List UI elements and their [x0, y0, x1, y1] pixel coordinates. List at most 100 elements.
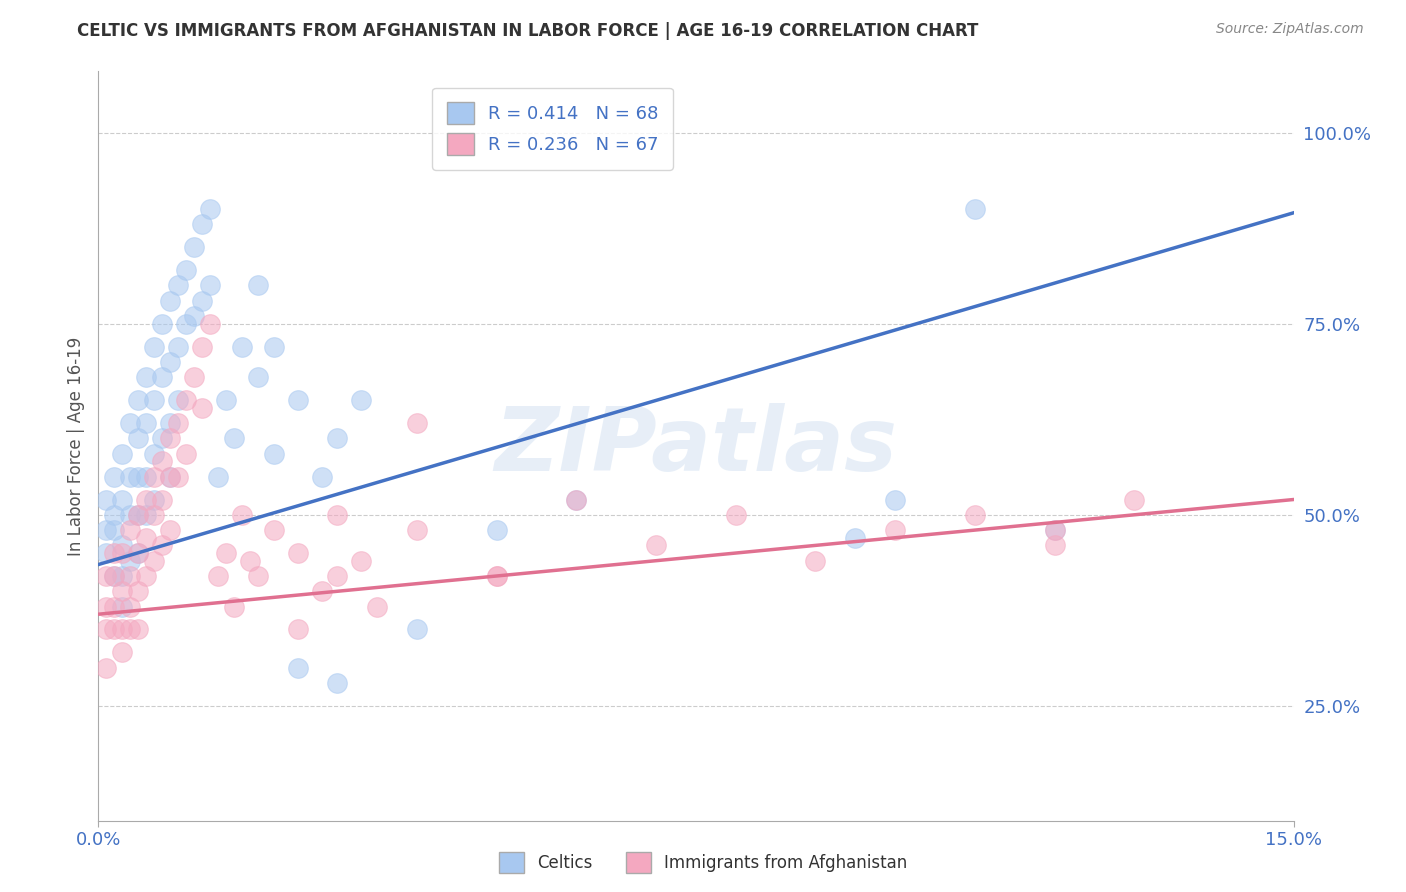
Point: [103, 508, 125, 522]
Point: [263, 523, 285, 537]
Point: [963, 202, 986, 216]
Point: [96, 492, 118, 507]
Point: [159, 293, 181, 308]
Point: [143, 340, 166, 354]
Point: [198, 278, 221, 293]
Point: [159, 355, 181, 369]
Point: [159, 469, 181, 483]
Point: [406, 623, 429, 637]
Point: [231, 508, 253, 522]
Point: [884, 492, 907, 507]
Point: [366, 599, 388, 614]
Point: [111, 447, 134, 461]
Point: [565, 492, 588, 507]
Point: [143, 508, 166, 522]
Point: [167, 278, 190, 293]
Point: [111, 546, 134, 560]
Point: [127, 546, 149, 560]
Point: [311, 469, 333, 483]
Point: [167, 469, 190, 483]
Point: [96, 623, 118, 637]
Point: [215, 546, 238, 560]
Point: [239, 554, 262, 568]
Point: [150, 317, 173, 331]
Point: [103, 599, 125, 614]
Point: [884, 523, 907, 537]
Point: [127, 546, 149, 560]
Point: [111, 492, 134, 507]
Point: [143, 469, 166, 483]
Point: [645, 538, 668, 552]
Point: [135, 370, 157, 384]
Point: [135, 469, 157, 483]
Point: [120, 569, 142, 583]
Point: [174, 317, 197, 331]
Y-axis label: In Labor Force | Age 16-19: In Labor Force | Age 16-19: [66, 336, 84, 556]
Point: [96, 523, 118, 537]
Legend: Celtics, Immigrants from Afghanistan: Celtics, Immigrants from Afghanistan: [492, 846, 914, 880]
Point: [127, 623, 149, 637]
Point: [191, 401, 214, 415]
Point: [120, 554, 142, 568]
Point: [111, 645, 134, 659]
Point: [1043, 538, 1066, 552]
Point: [127, 469, 149, 483]
Point: [963, 508, 986, 522]
Point: [485, 569, 508, 583]
Point: [183, 240, 205, 254]
Point: [198, 317, 221, 331]
Point: [111, 623, 134, 637]
Point: [246, 370, 269, 384]
Point: [159, 431, 181, 445]
Point: [127, 508, 149, 522]
Point: [326, 508, 349, 522]
Point: [198, 202, 221, 216]
Point: [287, 623, 309, 637]
Point: [167, 340, 190, 354]
Point: [207, 569, 229, 583]
Point: [1043, 523, 1066, 537]
Point: [287, 393, 309, 408]
Point: [120, 416, 142, 430]
Point: [191, 217, 214, 231]
Point: [565, 492, 588, 507]
Point: [150, 370, 173, 384]
Point: [150, 538, 173, 552]
Point: [1123, 492, 1146, 507]
Point: [135, 531, 157, 545]
Point: [111, 538, 134, 552]
Point: [174, 263, 197, 277]
Point: [350, 554, 373, 568]
Point: [326, 431, 349, 445]
Point: [135, 492, 157, 507]
Point: [135, 508, 157, 522]
Point: [150, 492, 173, 507]
Point: [111, 584, 134, 599]
Text: CELTIC VS IMMIGRANTS FROM AFGHANISTAN IN LABOR FORCE | AGE 16-19 CORRELATION CHA: CELTIC VS IMMIGRANTS FROM AFGHANISTAN IN…: [77, 22, 979, 40]
Point: [231, 340, 253, 354]
Point: [167, 393, 190, 408]
Point: [96, 599, 118, 614]
Point: [159, 523, 181, 537]
Point: [103, 523, 125, 537]
Point: [120, 623, 142, 637]
Text: ZIPatlas: ZIPatlas: [495, 402, 897, 490]
Point: [103, 569, 125, 583]
Point: [263, 447, 285, 461]
Point: [222, 431, 245, 445]
Point: [1043, 523, 1066, 537]
Point: [183, 309, 205, 323]
Point: [135, 569, 157, 583]
Point: [167, 416, 190, 430]
Point: [485, 569, 508, 583]
Point: [96, 569, 118, 583]
Point: [103, 546, 125, 560]
Point: [111, 569, 134, 583]
Point: [263, 340, 285, 354]
Point: [143, 554, 166, 568]
Point: [159, 469, 181, 483]
Point: [246, 569, 269, 583]
Point: [191, 340, 214, 354]
Point: [287, 661, 309, 675]
Point: [127, 393, 149, 408]
